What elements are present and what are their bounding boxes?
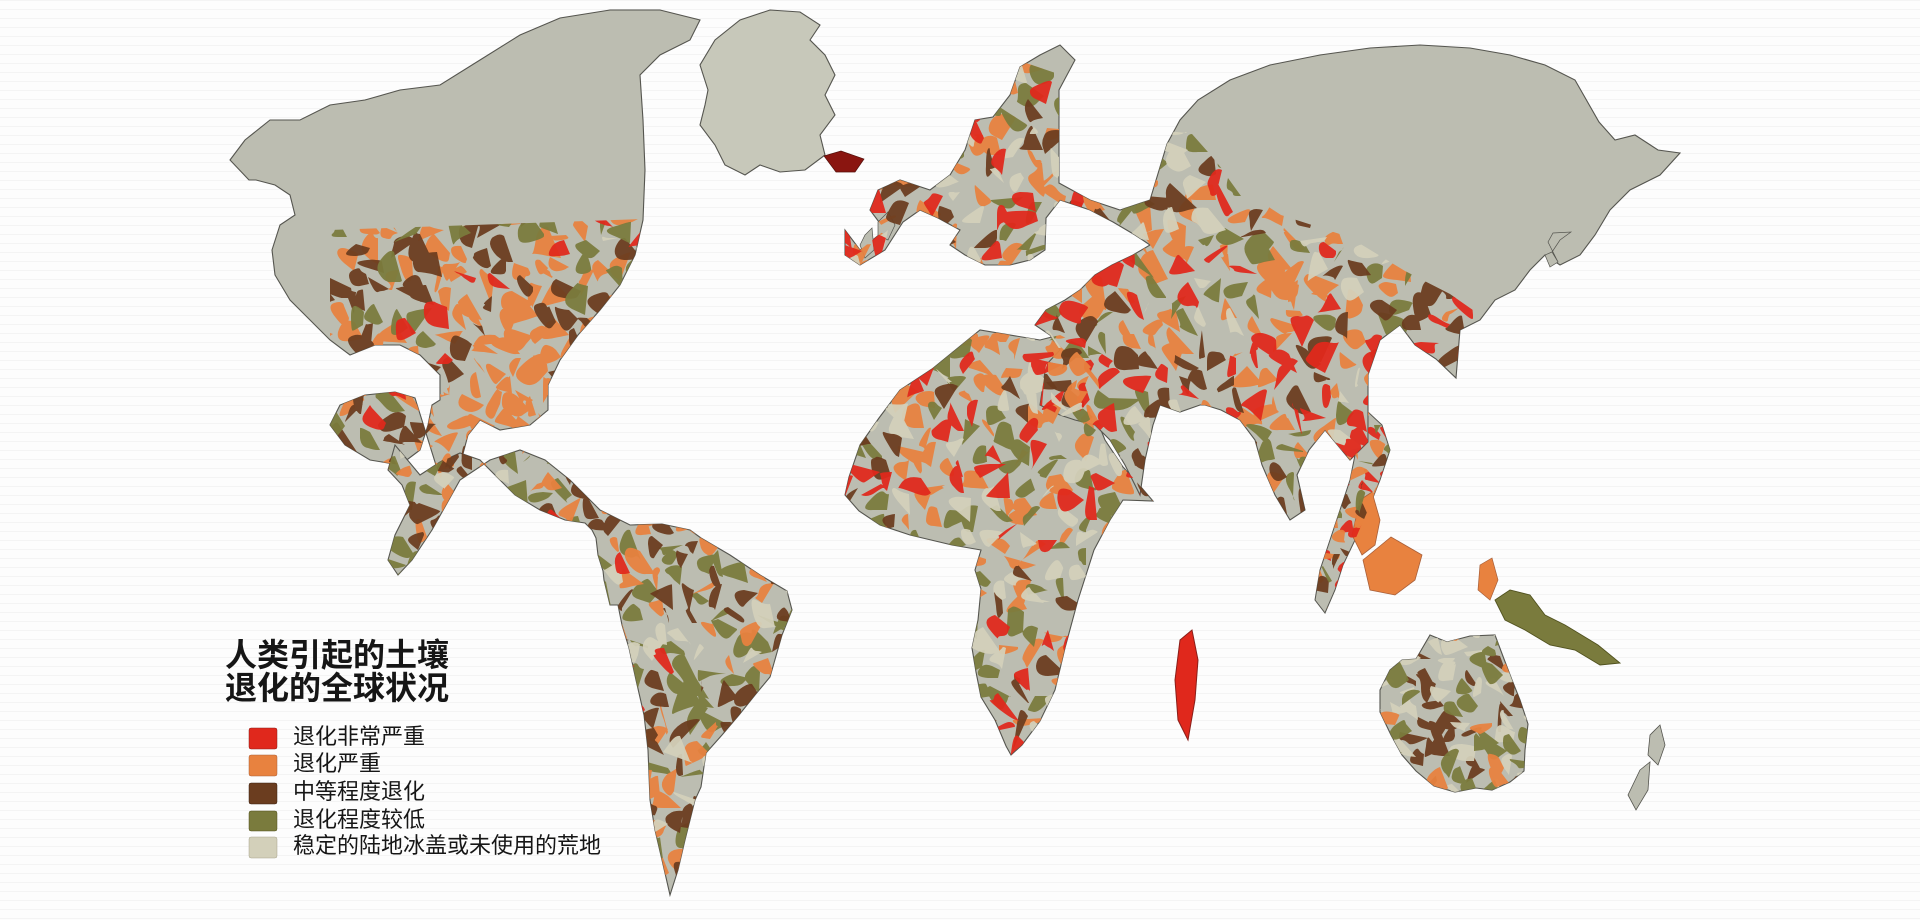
svg-text:退化的全球状况: 退化的全球状况 [225, 663, 449, 709]
svg-text:稳定的陆地冰盖或未使用的荒地: 稳定的陆地冰盖或未使用的荒地 [293, 828, 601, 860]
